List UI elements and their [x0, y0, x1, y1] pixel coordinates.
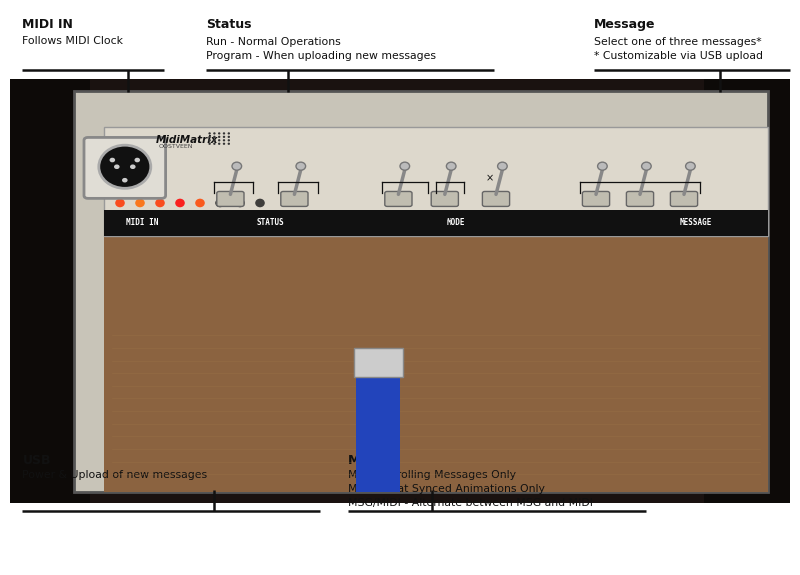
Text: MidiMatrix: MidiMatrix [156, 135, 218, 145]
Text: Status: Status [206, 18, 252, 32]
Ellipse shape [209, 132, 211, 135]
FancyBboxPatch shape [281, 191, 308, 206]
Ellipse shape [213, 143, 216, 145]
Ellipse shape [228, 132, 230, 135]
FancyBboxPatch shape [217, 191, 244, 206]
FancyBboxPatch shape [104, 126, 768, 236]
Ellipse shape [235, 198, 245, 207]
Ellipse shape [135, 198, 145, 207]
FancyBboxPatch shape [74, 91, 768, 492]
Ellipse shape [218, 139, 221, 141]
Ellipse shape [122, 178, 128, 182]
Text: Message: Message [594, 18, 655, 32]
FancyBboxPatch shape [385, 191, 412, 206]
Ellipse shape [134, 158, 140, 162]
Text: MODE: MODE [446, 218, 466, 227]
FancyBboxPatch shape [482, 191, 510, 206]
Ellipse shape [296, 162, 306, 170]
Ellipse shape [218, 136, 221, 138]
Ellipse shape [195, 198, 205, 207]
Text: MIDI: MIDI [438, 216, 452, 221]
Ellipse shape [209, 143, 211, 145]
Text: Power & Upload of new messages: Power & Upload of new messages [22, 470, 207, 480]
Ellipse shape [213, 139, 216, 141]
Ellipse shape [213, 136, 216, 138]
Text: MIDI IN: MIDI IN [22, 18, 74, 32]
Ellipse shape [223, 143, 226, 145]
Ellipse shape [255, 198, 265, 207]
FancyBboxPatch shape [10, 79, 90, 503]
Ellipse shape [228, 139, 230, 141]
Ellipse shape [232, 162, 242, 170]
Ellipse shape [215, 198, 225, 207]
FancyBboxPatch shape [582, 191, 610, 206]
Ellipse shape [114, 164, 120, 169]
Text: MIDI IN: MIDI IN [126, 218, 158, 227]
Text: Follows MIDI Clock: Follows MIDI Clock [22, 36, 123, 45]
Ellipse shape [110, 158, 115, 162]
Ellipse shape [223, 136, 226, 138]
Text: MSG - Scrolling Messages Only
MIDI - Beat Synced Animations Only
MSG/MIDI - Alte: MSG - Scrolling Messages Only MIDI - Bea… [348, 470, 593, 508]
Ellipse shape [218, 143, 221, 145]
Text: Run - Normal Operations
Program - When uploading new messages: Run - Normal Operations Program - When u… [206, 37, 437, 61]
Ellipse shape [228, 143, 230, 145]
Ellipse shape [175, 198, 185, 207]
FancyBboxPatch shape [431, 191, 458, 206]
FancyBboxPatch shape [10, 79, 790, 503]
Text: STATUS: STATUS [257, 218, 284, 227]
FancyBboxPatch shape [626, 191, 654, 206]
Text: USB: USB [22, 454, 51, 467]
FancyBboxPatch shape [354, 348, 403, 377]
Ellipse shape [446, 162, 456, 170]
Ellipse shape [115, 198, 125, 207]
Text: OOSTVEEN: OOSTVEEN [158, 144, 193, 150]
Text: PROGRAM: PROGRAM [282, 216, 307, 221]
Ellipse shape [209, 139, 211, 141]
Text: 2: 2 [638, 216, 642, 221]
Ellipse shape [223, 132, 226, 135]
Text: 1: 1 [594, 216, 598, 221]
Ellipse shape [213, 132, 216, 135]
Ellipse shape [209, 136, 211, 138]
Text: Mode: Mode [348, 454, 386, 467]
FancyBboxPatch shape [104, 210, 768, 236]
Text: 3: 3 [682, 216, 686, 221]
Ellipse shape [218, 132, 221, 135]
FancyBboxPatch shape [704, 79, 790, 503]
Ellipse shape [99, 145, 151, 189]
Text: MSG: MSG [393, 216, 404, 221]
FancyBboxPatch shape [84, 137, 166, 198]
Ellipse shape [228, 136, 230, 138]
Ellipse shape [400, 162, 410, 170]
Text: RUN: RUN [225, 216, 236, 221]
Ellipse shape [686, 162, 695, 170]
Ellipse shape [130, 164, 136, 169]
FancyBboxPatch shape [104, 236, 768, 492]
Text: ×: × [486, 173, 494, 183]
FancyBboxPatch shape [356, 365, 400, 492]
Ellipse shape [155, 198, 165, 207]
FancyBboxPatch shape [670, 191, 698, 206]
Ellipse shape [598, 162, 607, 170]
Ellipse shape [642, 162, 651, 170]
Text: MESSAGE: MESSAGE [680, 218, 712, 227]
Ellipse shape [498, 162, 507, 170]
Text: MSG/MIDI: MSG/MIDI [481, 216, 511, 221]
Ellipse shape [223, 139, 226, 141]
Text: Select one of three messages*
* Customizable via USB upload: Select one of three messages* * Customiz… [594, 37, 762, 61]
